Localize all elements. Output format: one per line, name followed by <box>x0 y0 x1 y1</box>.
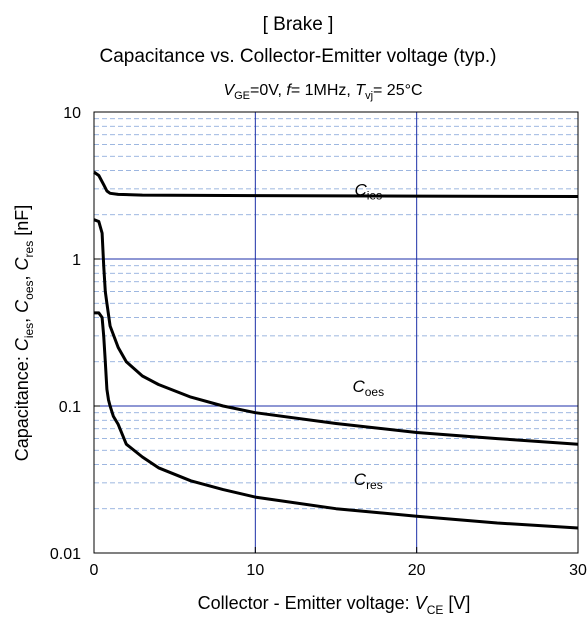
chart-title: Capacitance vs. Collector-Emitter voltag… <box>99 46 496 67</box>
y-tick-label: 10 <box>63 105 81 122</box>
series-label-coes: Coes <box>352 377 384 399</box>
series-label-cres: Cres <box>354 470 383 492</box>
minor-gridlines <box>94 118 578 510</box>
series-labels: Cies Coes Cres <box>352 181 384 492</box>
y-tick-label: 0.01 <box>50 546 81 563</box>
y-axis-label: Capacitance: Cies, Coes, Cres [nF] <box>12 205 36 462</box>
tick-labels: 0 10 20 30 0.01 0.1 1 10 <box>50 105 587 579</box>
axis-ticks <box>93 111 579 554</box>
x-tick-label: 30 <box>569 562 587 579</box>
series-lines <box>93 170 579 530</box>
x-tick-label: 20 <box>408 562 426 579</box>
plot-frame <box>93 111 579 554</box>
x-axis-label: Collector - Emitter voltage: VCE [V] <box>198 593 471 617</box>
x-tick-label: 10 <box>246 562 264 579</box>
major-gridlines <box>93 111 579 554</box>
y-tick-label: 1 <box>72 252 81 269</box>
chart-conditions: VGE=0V, f= 1MHz, Tvj= 25°C <box>223 82 422 102</box>
series-line-cres <box>94 311 579 530</box>
series-label-cies: Cies <box>354 181 382 203</box>
series-line-cies <box>93 170 579 198</box>
x-tick-label: 0 <box>90 562 99 579</box>
chart-title-top: [ Brake ] <box>263 14 334 35</box>
series-line-coes <box>93 218 579 446</box>
y-tick-label: 0.1 <box>59 399 81 416</box>
plot-border <box>93 111 579 554</box>
